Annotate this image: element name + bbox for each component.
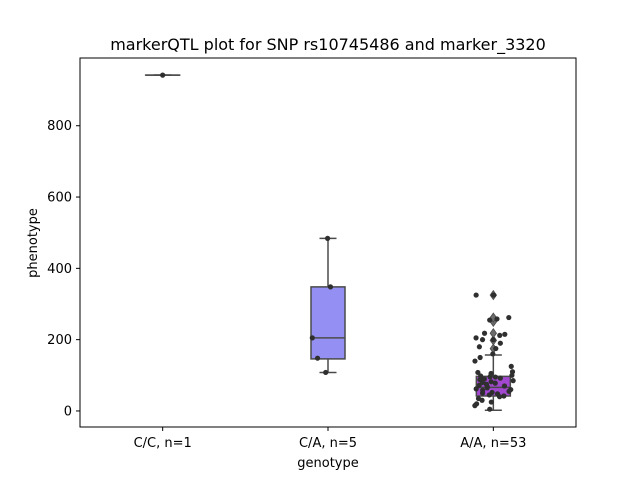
data-point [484,385,490,391]
data-point [492,374,498,380]
x-axis-label: genotype [297,456,358,471]
data-point [510,378,516,384]
data-point [488,379,494,385]
data-point [473,335,479,341]
data-point [472,403,478,409]
data-point [492,380,498,386]
data-point [506,388,512,394]
x-tick-label: C/A, n=5 [299,436,357,451]
y-tick-label: 600 [47,191,72,206]
data-point [506,314,512,321]
axes-layer: 0 200 400 600 800 C/C, n=1 C/A, n=5 A/A, n=53 [47,119,526,451]
y-tick-label: 800 [47,119,72,134]
data-point [487,406,493,412]
plot-frame [79,57,577,428]
y-tick-label: 0 [64,404,72,419]
data-point [502,331,508,337]
data-point [323,369,329,376]
data-point [497,375,503,381]
data-point [472,358,478,364]
data-point [476,344,482,350]
data-point [479,397,485,403]
data-point [476,382,482,388]
data-point [473,386,479,392]
y-tick-label: 200 [47,333,72,348]
data-point [325,235,331,241]
data-point [481,330,488,336]
x-tick-label: A/A, n=53 [460,436,526,451]
data-point [509,372,515,378]
data-point [508,363,514,369]
data-point [160,72,166,78]
data-point [314,355,321,361]
data-point [494,316,500,322]
data-point [501,383,508,389]
data-point [479,390,486,396]
data-point [487,317,493,323]
data-point [477,354,483,361]
points-layer [160,72,516,412]
data-point [487,374,493,380]
data-point [488,399,494,405]
data-point [496,394,503,400]
x-tick-label: C/C, n=1 [134,436,192,451]
y-axis-label: phenotype [26,208,41,278]
data-point [475,369,481,376]
data-point [479,337,486,343]
data-point [486,392,492,398]
data-point [327,284,334,290]
data-point [497,340,503,346]
data-point [490,351,496,357]
data-point [309,335,315,341]
data-point [501,393,507,399]
data-point [497,332,503,338]
box-body [310,286,346,360]
data-point [490,292,497,298]
data-point [493,345,499,352]
data-point [490,337,496,343]
y-tick-label: 400 [47,262,72,277]
data-point [473,292,479,298]
chart-title: markerQTL plot for SNP rs10745486 and ma… [110,35,546,55]
